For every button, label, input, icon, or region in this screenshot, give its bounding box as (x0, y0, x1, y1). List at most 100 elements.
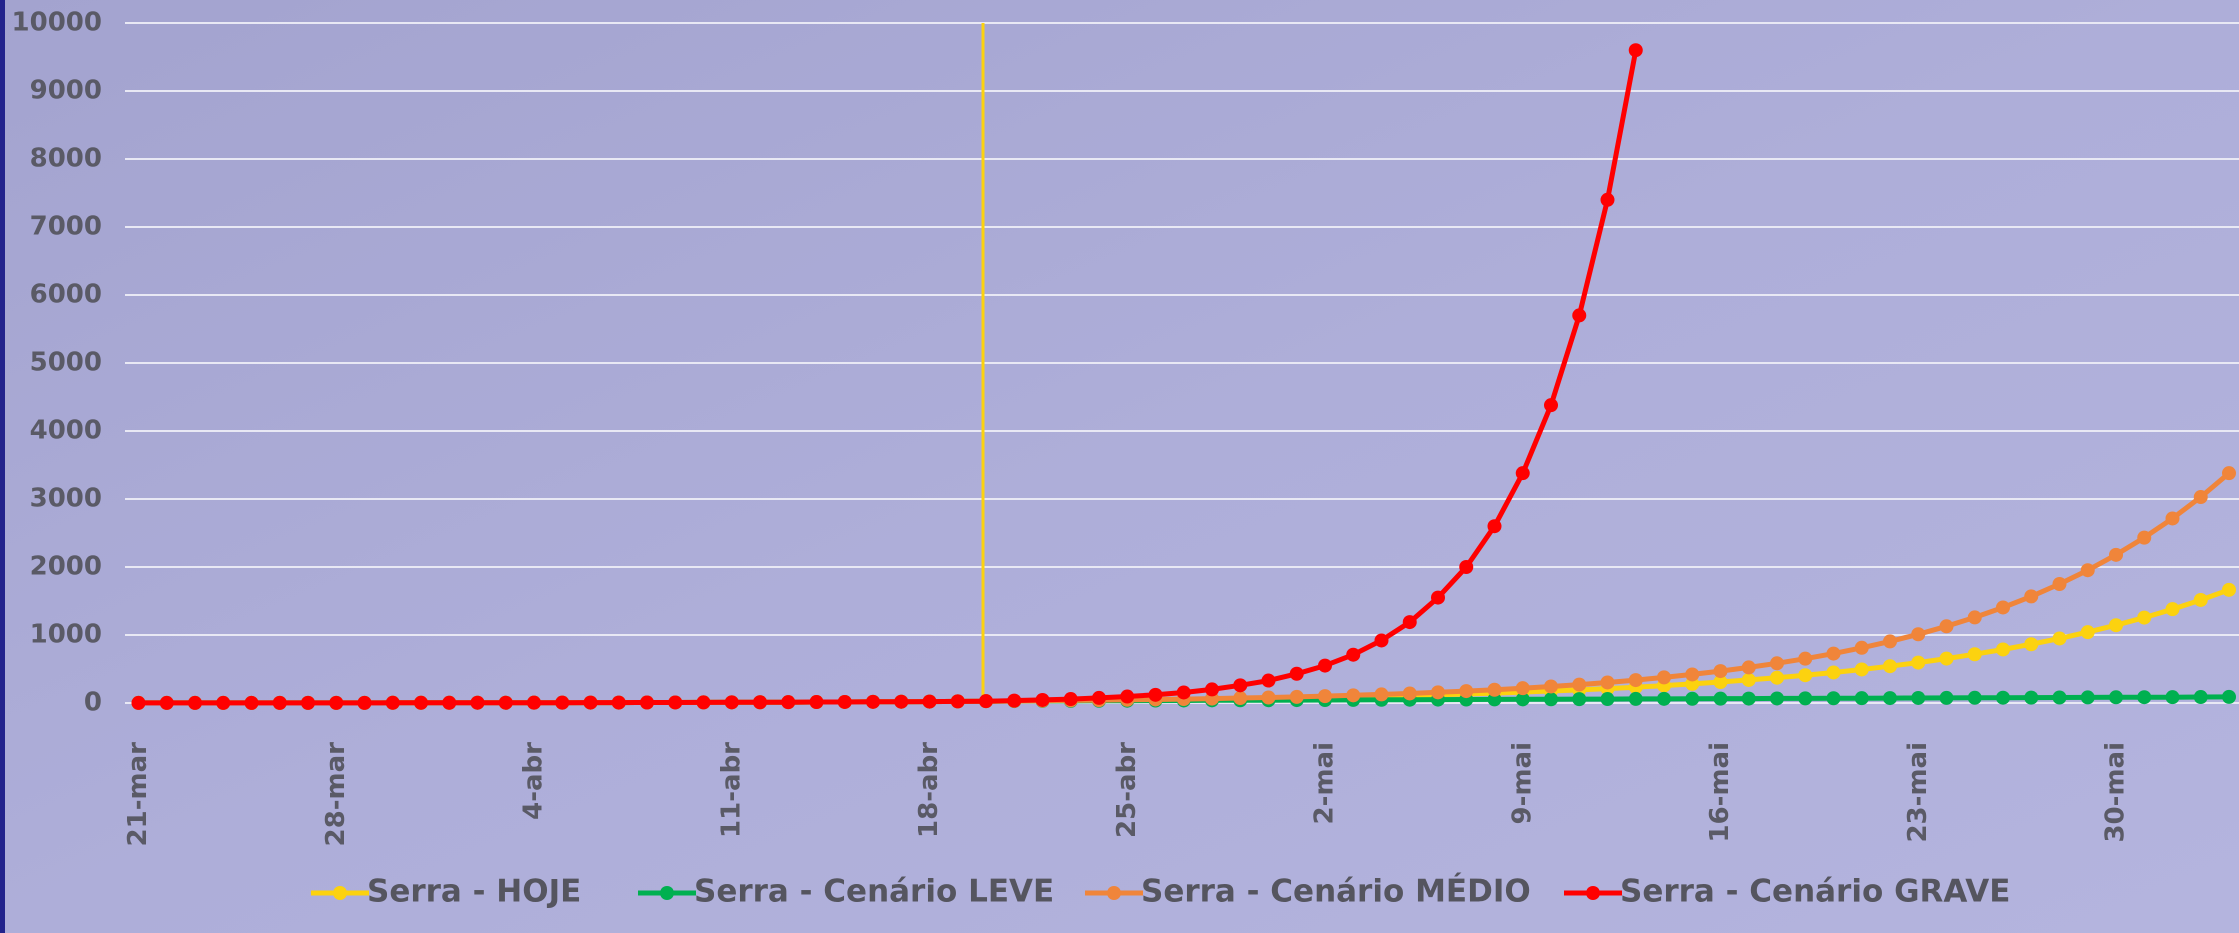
data-point (1487, 692, 1502, 707)
data-point (385, 695, 400, 710)
data-point (1431, 685, 1445, 700)
data-point (1261, 690, 1276, 705)
data-point (1515, 692, 1530, 707)
data-point (1487, 519, 1502, 534)
data-point (1996, 600, 2010, 615)
data-point (442, 695, 457, 710)
data-point (2024, 589, 2039, 604)
data-point (1431, 590, 1445, 605)
data-point (1996, 642, 2010, 657)
data-point (866, 694, 880, 709)
data-point (1459, 684, 1474, 699)
data-point (1770, 670, 1784, 685)
data-point (470, 695, 485, 710)
data-point (1657, 691, 1671, 706)
legend-label: Serra - Cenário LEVE (694, 874, 1054, 910)
data-point (1741, 691, 1756, 706)
data-point (2080, 625, 2095, 640)
data-point (979, 694, 993, 709)
data-point (414, 695, 428, 710)
data-point (2193, 690, 2208, 705)
data-point (2165, 690, 2180, 705)
data-point (1261, 673, 1276, 688)
y-tick-label: 1000 (30, 620, 102, 650)
data-point (1515, 681, 1530, 696)
data-point (1741, 672, 1756, 687)
data-point (1515, 466, 1530, 481)
data-point (188, 695, 202, 710)
data-point (1967, 610, 1982, 625)
data-point (1770, 691, 1784, 706)
data-point (1402, 686, 1417, 701)
data-point (1854, 640, 1869, 655)
data-point (1798, 651, 1813, 666)
left-border (0, 0, 5, 933)
data-point (753, 695, 767, 710)
data-point (1967, 647, 1982, 662)
data-point (1883, 691, 1897, 706)
data-point (357, 695, 372, 710)
legend-label: Serra - Cenário GRAVE (1620, 874, 2010, 910)
x-tick-label: 11-abr (716, 742, 746, 838)
data-point (2052, 690, 2067, 705)
data-point (1883, 634, 1897, 649)
x-tick-label: 23-mai (1903, 742, 1933, 843)
x-tick-label: 25-abr (1112, 742, 1142, 838)
legend-label: Serra - Cenário MÉDIO (1141, 874, 1531, 910)
data-point (1205, 682, 1219, 697)
legend-marker (1107, 886, 1121, 900)
y-tick-label: 3000 (30, 484, 102, 514)
data-point (1826, 691, 1841, 706)
data-point (583, 695, 598, 710)
data-point (1911, 655, 1926, 670)
data-point (1374, 633, 1389, 648)
data-point (2222, 582, 2236, 597)
data-point (1826, 646, 1841, 661)
data-point (1826, 665, 1841, 680)
data-point (1346, 688, 1361, 703)
x-tick-label: 2-mai (1310, 742, 1340, 824)
data-point (2193, 490, 2208, 505)
data-point (1572, 308, 1587, 323)
y-tick-label: 4000 (30, 416, 102, 446)
data-point (2024, 690, 2039, 705)
data-point (1459, 560, 1474, 574)
data-point (950, 694, 965, 709)
grid: 0 1000 2000 3000 4000 5000 6000 7000 8000 9000 100… (12, 8, 2239, 847)
data-point (1713, 674, 1728, 689)
data-point (1770, 656, 1784, 671)
data-point (301, 695, 315, 710)
data-point (1092, 690, 1106, 705)
data-point (2137, 690, 2152, 705)
data-point (781, 695, 796, 710)
data-point (1798, 691, 1813, 706)
data-point (1685, 667, 1700, 682)
data-point (1939, 651, 1954, 666)
data-point (498, 695, 513, 710)
data-point (2222, 689, 2236, 704)
data-point (159, 695, 174, 710)
legend-label: Serra - HOJE (367, 874, 581, 910)
data-point (1967, 690, 1982, 705)
data-point (1233, 678, 1248, 693)
data-point (1939, 690, 1954, 705)
y-tick-label: 5000 (30, 348, 102, 378)
data-point (2080, 690, 2095, 705)
data-point (527, 695, 541, 710)
data-point (131, 695, 146, 710)
data-point (1628, 43, 1643, 58)
data-point (2137, 530, 2152, 545)
x-tick-label: 9-mai (1507, 742, 1537, 824)
data-point (1628, 691, 1643, 706)
data-point (1233, 691, 1248, 706)
data-point (1600, 192, 1615, 207)
data-point (1176, 685, 1191, 700)
x-tick-label: 18-abr (914, 742, 944, 838)
data-point (555, 695, 570, 710)
data-point (2052, 577, 2067, 591)
y-tick-label: 10000 (12, 8, 102, 38)
data-point (1883, 659, 1897, 674)
x-tick-label: 28-mar (321, 742, 351, 847)
data-point (2080, 563, 2095, 578)
